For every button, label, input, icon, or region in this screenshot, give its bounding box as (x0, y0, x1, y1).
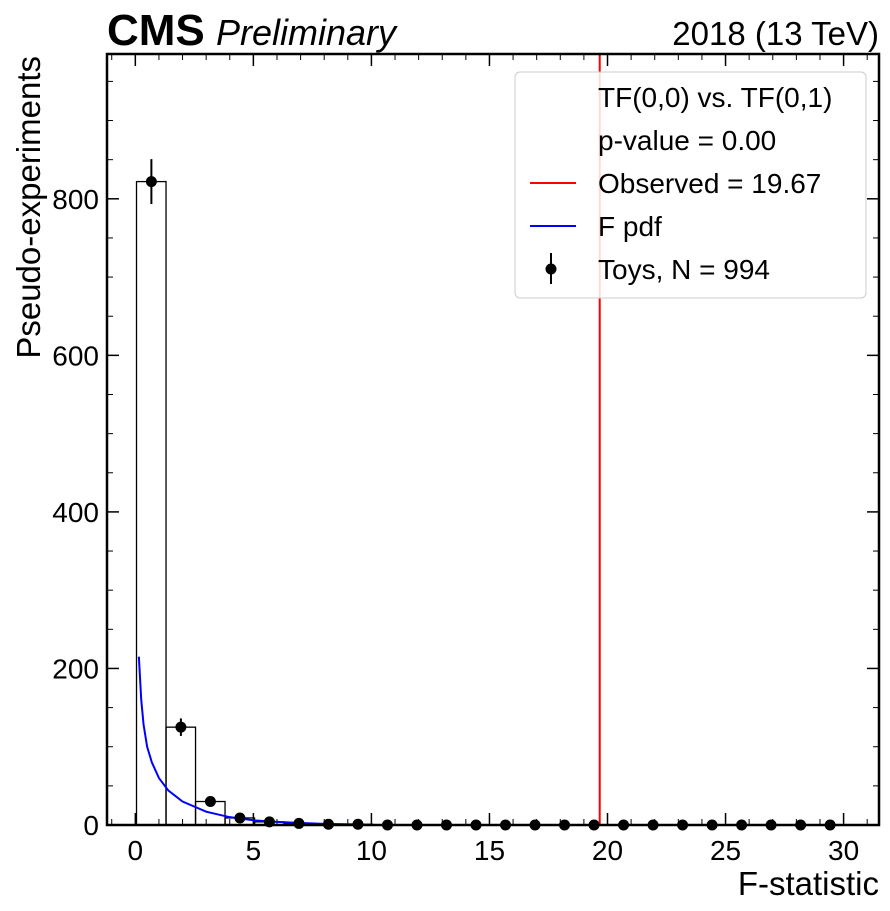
preliminary-label: Preliminary (216, 12, 398, 53)
toy-point (145, 176, 157, 188)
legend-fpdf-label: F pdf (598, 211, 662, 242)
legend-observed-label: Observed = 19.67 (598, 168, 821, 199)
legend-title-line: TF(0,0) vs. TF(0,1) (598, 82, 832, 113)
y-axis-label: Pseudo-experiments (10, 56, 47, 359)
y-tick-label: 200 (52, 653, 99, 684)
x-axis-label: F-statistic (738, 865, 879, 902)
toy-point (175, 721, 187, 733)
y-tick-label: 800 (52, 184, 99, 215)
y-tick-label: 0 (83, 810, 99, 841)
histogram-bar (135, 180, 167, 826)
f-pdf-curve (137, 656, 360, 826)
toy-point (293, 817, 305, 829)
legend-box (514, 71, 867, 299)
histogram-bar (165, 726, 197, 826)
x-tick-label: 30 (828, 835, 859, 866)
y-tick-label: 600 (52, 340, 99, 371)
f-pdf-curve-group (137, 656, 360, 826)
x-tick-label: 10 (356, 835, 387, 866)
toy-point (234, 812, 246, 824)
plot-frame (105, 52, 881, 827)
x-tick-label: 0 (128, 835, 144, 866)
cms-label: CMS (107, 6, 205, 55)
x-tick-label: 15 (474, 835, 505, 866)
x-tick-label: 5 (246, 835, 262, 866)
lumi-label: 2018 (13 TeV) (672, 15, 879, 52)
toy-point (204, 796, 216, 808)
toys-points (145, 159, 836, 831)
histogram (135, 180, 374, 826)
legend-toys-marker (545, 263, 557, 275)
x-tick-label: 20 (592, 835, 623, 866)
legend: TF(0,0) vs. TF(0,1) p-value = 0.00 Obser… (514, 71, 867, 299)
legend-pvalue-line: p-value = 0.00 (598, 125, 776, 156)
axis-ticks: 0 5 10 15 20 25 30 0 200 400 600 800 (52, 54, 879, 866)
y-tick-label: 400 (52, 497, 99, 528)
legend-toys-label: Toys, N = 994 (598, 254, 770, 285)
x-tick-label: 25 (710, 835, 741, 866)
